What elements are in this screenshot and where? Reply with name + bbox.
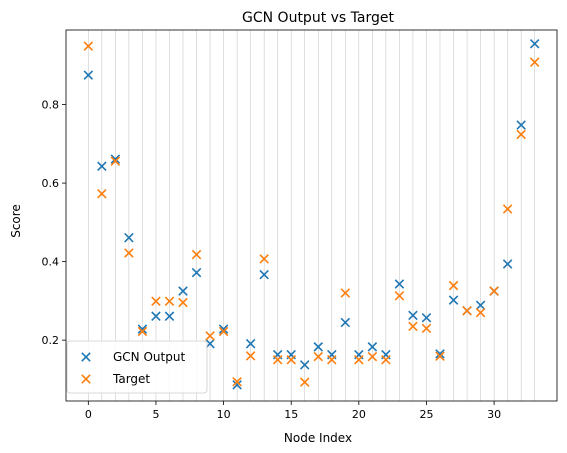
x-tick-label: 30 [487,408,501,421]
x-tick-label: 5 [152,408,159,421]
x-tick-label: 10 [217,408,231,421]
y-tick-label: 0.4 [42,256,60,269]
legend: GCN Output Target [67,341,207,393]
y-tick-label: 0.6 [42,177,60,190]
x-tick-label: 20 [352,408,366,421]
x-axis-label: Node Index [284,431,352,445]
legend-label: Target [112,372,150,386]
chart-title: GCN Output vs Target [242,10,394,26]
y-tick-label: 0.2 [42,334,60,347]
y-tick-label: 0.8 [42,99,60,112]
legend-label: GCN Output [113,350,185,364]
y-axis-ticks: 0.2 0.4 0.6 0.8 [42,99,67,348]
x-tick-label: 0 [85,408,92,421]
data-points [84,40,539,390]
x-tick-label: 15 [284,408,298,421]
x-tick-label: 25 [419,408,433,421]
y-axis-label: Score [9,204,23,238]
x-axis-ticks: 0 5 10 15 20 25 30 [85,401,501,421]
